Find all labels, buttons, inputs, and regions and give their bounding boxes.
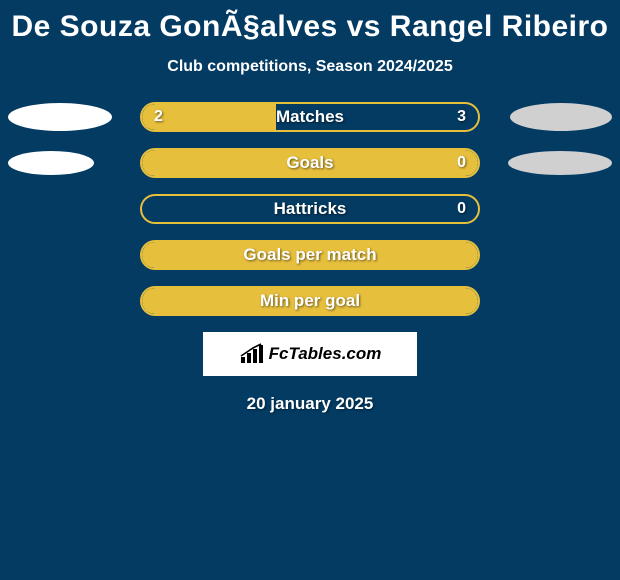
bar-left-fill [142,150,478,176]
chart-icon [239,343,265,365]
brand-badge: FcTables.com [203,332,417,376]
bar-left-fill [142,104,276,130]
date-text: 20 january 2025 [0,394,620,414]
stats-container: 23Matches 0Goals 0Hattricks Goals per match… [0,102,620,316]
left-oval [8,151,94,175]
stat-right-value: 3 [457,104,466,130]
stat-row: 23Matches [0,102,620,132]
stat-label: Hattricks [142,196,478,222]
stat-row: 0Goals [0,148,620,178]
right-oval [510,103,612,131]
stat-row: 0Hattricks [0,194,620,224]
stat-bar: 0Hattricks [140,194,480,224]
right-oval [508,151,612,175]
stat-right-value: 0 [457,196,466,222]
stat-row: Min per goal [0,286,620,316]
stat-bar: Goals per match [140,240,480,270]
page-title: De Souza GonÃ§alves vs Rangel Ribeiro [0,10,620,44]
subtitle: Club competitions, Season 2024/2025 [0,58,620,76]
bar-left-fill [142,242,478,268]
stat-row: Goals per match [0,240,620,270]
bar-left-fill [142,288,478,314]
stat-bar: 0Goals [140,148,480,178]
stat-bar: Min per goal [140,286,480,316]
stat-bar: 23Matches [140,102,480,132]
brand-text: FcTables.com [269,344,382,364]
left-oval [8,103,112,131]
